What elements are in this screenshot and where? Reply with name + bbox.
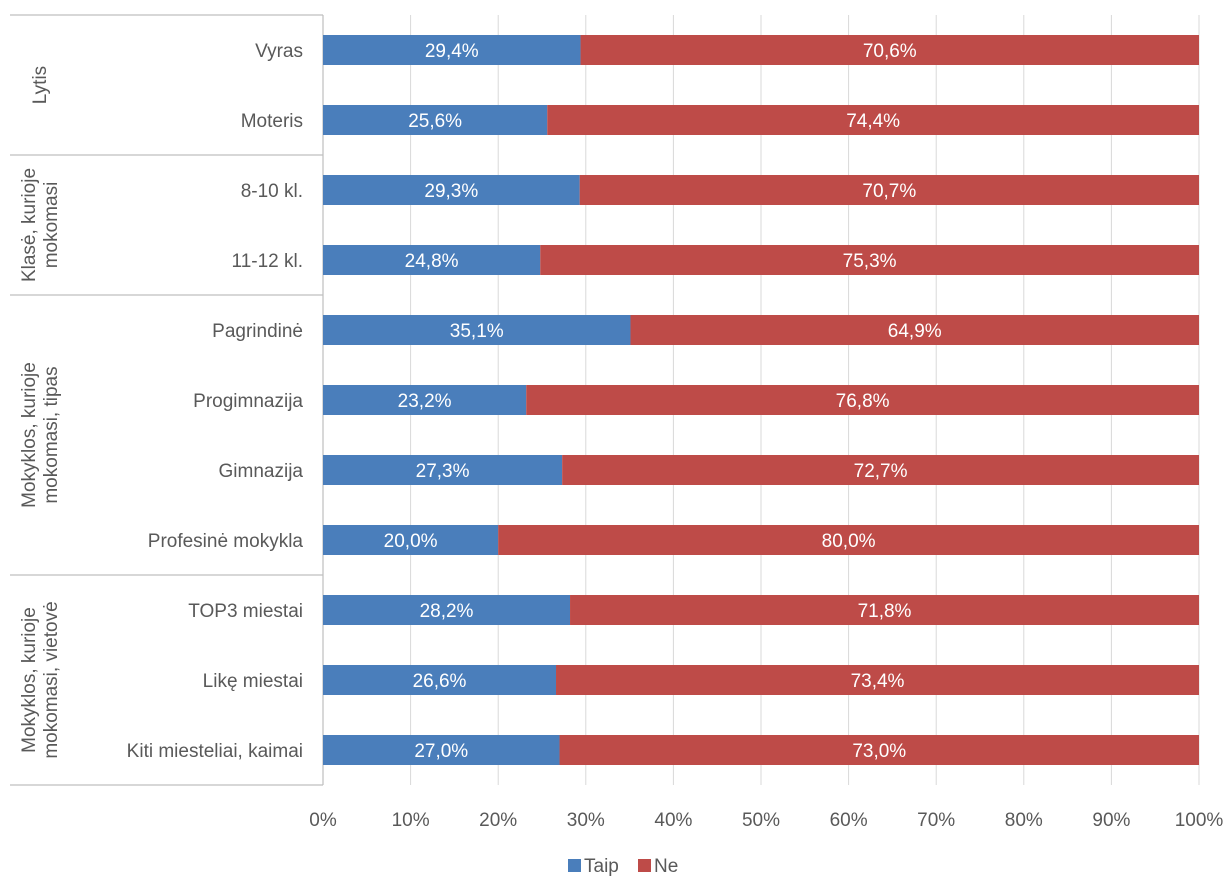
bar-taip — [323, 595, 571, 625]
x-tick-label: 90% — [1092, 810, 1130, 831]
bar-taip — [323, 245, 541, 275]
bar-ne — [580, 35, 1199, 65]
bar-ne — [562, 455, 1199, 485]
data-label-ne: 80,0% — [822, 531, 876, 552]
x-tick-label: 0% — [309, 810, 337, 831]
legend-label: Taip — [584, 856, 619, 877]
bar-taip — [323, 175, 580, 205]
bars: 29,4% 70,6% 25,6% 74,4% 29,3% 70,7% 24,8% 75,3%… — [323, 35, 1199, 765]
bar-taip — [323, 455, 563, 485]
data-label-taip: 27,3% — [416, 461, 470, 482]
data-label-taip: 24,8% — [405, 251, 459, 272]
bar-ne — [540, 245, 1199, 275]
bar-taip — [323, 385, 527, 415]
category-label: 11-12 kl. — [232, 251, 303, 272]
group-label: Mokyklos, kuriojemokomasi, tipas — [19, 362, 62, 508]
data-label-ne: 73,0% — [852, 741, 906, 762]
bar-ne — [579, 175, 1199, 205]
bar-ne — [498, 525, 1199, 555]
data-label-taip: 29,3% — [424, 181, 478, 202]
category-label: Profesinė mokykla — [148, 531, 304, 552]
bar-ne — [547, 105, 1199, 135]
x-axis-tick-labels: 0% 10% 20% 30% 40% 50% 60% 70% 80% 90% 100% — [309, 810, 1223, 831]
group-label: Lytis — [30, 66, 51, 104]
data-label-ne: 70,7% — [862, 181, 916, 202]
bar-taip — [323, 105, 548, 135]
group-label: Mokyklos, kuriojemokomasi, vietovė — [19, 601, 62, 758]
data-label-ne: 76,8% — [836, 391, 890, 412]
data-label-taip: 20,0% — [384, 531, 438, 552]
x-tick-label: 70% — [917, 810, 955, 831]
legend-swatch — [568, 859, 581, 872]
category-label: Likę miestai — [203, 671, 303, 692]
data-label-taip: 23,2% — [398, 391, 452, 412]
category-label: Kiti miesteliai, kaimai — [127, 741, 303, 762]
bar-taip — [323, 35, 581, 65]
category-label: TOP3 miestai — [188, 601, 303, 622]
x-tick-label: 60% — [830, 810, 868, 831]
data-label-ne: 75,3% — [843, 251, 897, 272]
data-label-ne: 64,9% — [888, 321, 942, 342]
x-tick-label: 20% — [479, 810, 517, 831]
x-tick-label: 30% — [567, 810, 605, 831]
x-tick-label: 10% — [392, 810, 430, 831]
data-label-ne: 74,4% — [846, 111, 900, 132]
data-label-taip: 26,6% — [413, 671, 467, 692]
data-label-ne: 73,4% — [851, 671, 905, 692]
category-label: 8-10 kl. — [241, 181, 303, 202]
data-label-ne: 72,7% — [854, 461, 908, 482]
category-label: Moteris — [241, 111, 303, 132]
group-label: Klasė, kuriojemokomasi — [19, 168, 62, 282]
data-label-taip: 25,6% — [408, 111, 462, 132]
x-tick-label: 50% — [742, 810, 780, 831]
bar-ne — [570, 595, 1199, 625]
x-tick-label: 80% — [1005, 810, 1043, 831]
legend: Taip Ne — [568, 856, 678, 877]
category-label: Vyras — [255, 41, 303, 62]
bar-taip — [323, 315, 631, 345]
bar-taip — [323, 525, 499, 555]
legend-label: Ne — [654, 856, 678, 877]
data-label-taip: 29,4% — [425, 41, 479, 62]
bar-ne — [526, 385, 1199, 415]
category-axis: Lytis Klasė, kuriojemokomasi Mokyklos, kur… — [10, 14, 324, 786]
data-label-ne: 71,8% — [858, 601, 912, 622]
bar-ne — [556, 665, 1199, 695]
bar-ne — [630, 315, 1199, 345]
category-label: Pagrindinė — [212, 321, 303, 342]
category-label: Progimnazija — [193, 391, 303, 412]
bar-taip — [323, 665, 557, 695]
legend-swatch — [638, 859, 651, 872]
data-label-taip: 35,1% — [450, 321, 504, 342]
data-label-taip: 27,0% — [414, 741, 468, 762]
category-label: Gimnazija — [219, 461, 304, 482]
bar-ne — [559, 735, 1199, 765]
x-tick-label: 100% — [1175, 810, 1224, 831]
data-label-taip: 28,2% — [420, 601, 474, 622]
bar-taip — [323, 735, 560, 765]
data-label-ne: 70,6% — [863, 41, 917, 62]
x-tick-label: 40% — [654, 810, 692, 831]
